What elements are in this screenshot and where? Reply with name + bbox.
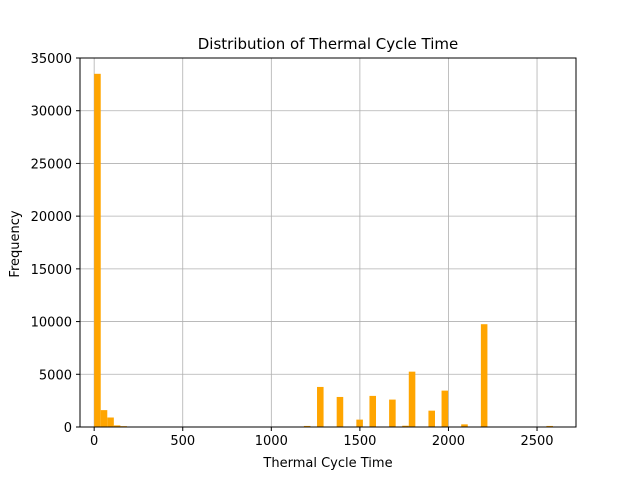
histogram-bar (441, 390, 449, 427)
y-axis-label: Frequency (8, 210, 23, 277)
histogram-bar (303, 425, 311, 427)
histogram-bar (428, 410, 435, 427)
histogram-bar (408, 371, 416, 427)
y-tick-label: 20000 (31, 210, 72, 225)
x-tick-label: 1000 (255, 434, 288, 449)
x-tick-label: 1500 (343, 434, 376, 449)
histogram-bar (113, 425, 121, 427)
histogram-bar (389, 399, 396, 427)
y-tick-label: 0 (64, 421, 72, 436)
y-tick-label: 30000 (31, 105, 72, 120)
x-tick-label: 2500 (520, 434, 553, 449)
y-tick-label: 25000 (31, 157, 72, 172)
y-axis-ticks: 0 5000 10000 15000 20000 25000 30000 35000 (31, 52, 80, 436)
y-tick-label: 10000 (31, 316, 72, 331)
plot-frame (79, 57, 577, 428)
histogram-bar (107, 417, 114, 427)
chart-title: Distribution of Thermal Cycle Time (198, 35, 459, 53)
y-tick-label: 15000 (31, 263, 72, 278)
y-tick-label: 35000 (31, 52, 72, 67)
y-tick-label: 5000 (39, 368, 72, 383)
histogram-bar (461, 424, 468, 427)
histogram-bar (480, 324, 488, 427)
histogram-bar (546, 425, 553, 427)
x-tick-label: 500 (170, 434, 195, 449)
x-tick-label: 2000 (432, 434, 465, 449)
histogram-bar (356, 419, 363, 427)
histogram-bar (369, 395, 377, 427)
histogram-bar (402, 425, 409, 427)
x-axis-ticks: 0 500 1000 1500 2000 2500 (90, 427, 554, 449)
histogram-bar (336, 396, 344, 427)
histogram-bar (317, 386, 324, 427)
histogram-bar (100, 410, 108, 427)
x-axis-label: Thermal Cycle Time (262, 456, 392, 471)
histogram-bar (94, 73, 101, 428)
x-tick-label: 0 (90, 434, 98, 449)
bars (94, 73, 553, 428)
